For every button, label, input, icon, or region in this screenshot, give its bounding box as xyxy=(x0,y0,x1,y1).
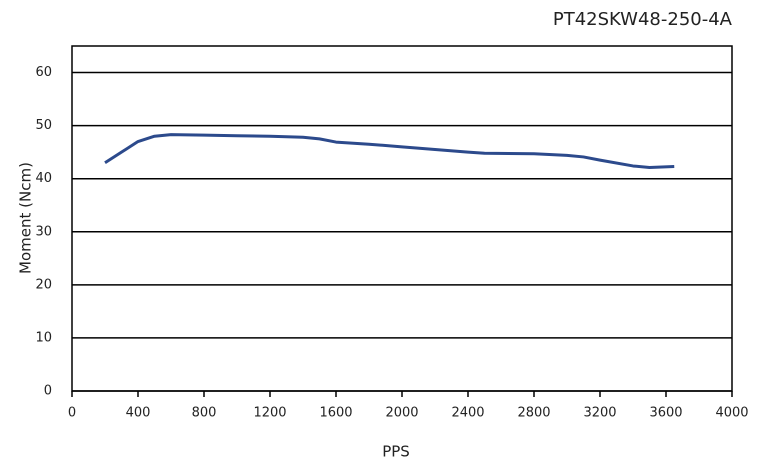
x-tick-label: 400 xyxy=(126,406,151,421)
y-tick-label: 30 xyxy=(35,224,52,239)
x-tick-label: 3200 xyxy=(583,406,616,421)
chart-title: PT42SKW48-250-4A xyxy=(553,9,733,30)
plot-frame xyxy=(71,45,733,392)
x-tick-label: 1600 xyxy=(319,406,352,421)
x-tick-label: 3600 xyxy=(649,406,682,421)
data-line xyxy=(104,133,675,170)
y-tick-label: 60 xyxy=(35,65,52,80)
y-tick-label: 40 xyxy=(35,171,52,186)
y-axis-label: Moment (Ncm) xyxy=(17,162,35,274)
x-tick-label: 2400 xyxy=(451,406,484,421)
x-tick-label: 4000 xyxy=(715,406,748,421)
y-tick-label: 0 xyxy=(44,384,52,399)
x-tick-label: 800 xyxy=(192,406,217,421)
x-tick-label: 0 xyxy=(68,406,76,421)
y-tick-label: 10 xyxy=(35,330,52,345)
y-tick-label: 50 xyxy=(35,118,52,133)
x-tick-label: 2000 xyxy=(385,406,418,421)
y-tick-label: 20 xyxy=(35,277,52,292)
x-tick-label: 1200 xyxy=(253,406,286,421)
x-tick-label: 2800 xyxy=(517,406,550,421)
x-axis-label: PPS xyxy=(382,443,410,461)
